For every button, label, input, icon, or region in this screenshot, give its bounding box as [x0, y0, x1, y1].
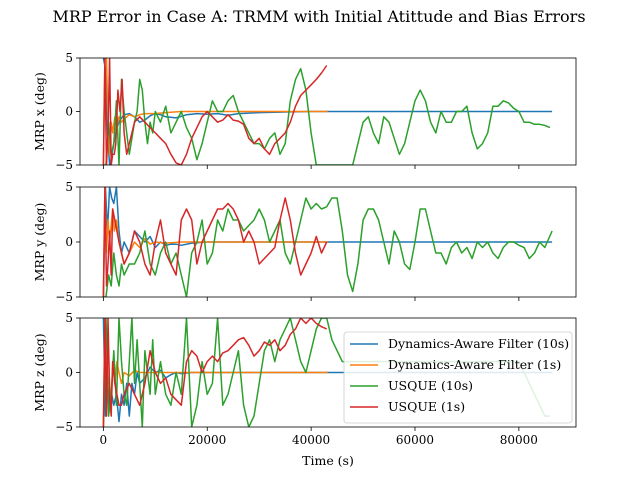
series-line-y-usque-1s	[102, 187, 328, 297]
legend-box	[343, 331, 573, 424]
series-line-z-usque-1s	[102, 318, 327, 427]
x-tick-label: 20000	[188, 433, 226, 447]
legend: Dynamics-Aware Filter (10s) Dynamics-Awar…	[343, 331, 573, 424]
x-tick-label: 60000	[396, 433, 434, 447]
x-tick-label: 80000	[500, 433, 538, 447]
legend-label-dynamics-aware-filter-10s: Dynamics-Aware Filter (10s)	[388, 336, 569, 351]
y-tick-label: −5	[55, 158, 73, 172]
y-axis-label-y: MRP y (deg)	[32, 203, 47, 282]
series-line-y-usque-10s	[103, 197, 553, 297]
y-tick-label: 5	[65, 311, 73, 325]
panel-mrp-x: −5 0 5 MRP x (deg)	[32, 51, 577, 172]
series-line-y-dynamics-aware-filter-10s	[102, 187, 553, 297]
y-tick-label: 5	[65, 180, 73, 194]
y-axis-label-x: MRP x (deg)	[32, 72, 47, 151]
series-line-x-usque-1s	[102, 58, 328, 165]
panel-mrp-z: 0 20000 40000 60000 80000 −5 0 5 MRP z (deg) Ti…	[32, 311, 577, 468]
x-axis-label: Time (s)	[302, 453, 354, 468]
y-tick-label: 5	[65, 51, 73, 65]
y-axis-label-z: MRP z (deg)	[32, 333, 47, 411]
chart-title: MRP Error in Case A: TRMM with Initial A…	[52, 7, 585, 26]
y-tick-label: −5	[55, 290, 73, 304]
x-tick-label: 0	[100, 433, 108, 447]
y-tick-label: −5	[55, 420, 73, 434]
panel-mrp-y: −5 0 5 MRP y (deg)	[32, 180, 577, 304]
y-tick-label: 0	[65, 235, 73, 249]
legend-label-dynamics-aware-filter-1s: Dynamics-Aware Filter (1s)	[388, 357, 561, 372]
legend-label-usque-1s: USQUE (1s)	[388, 399, 465, 414]
legend-label-usque-10s: USQUE (10s)	[388, 378, 473, 393]
y-tick-label: 0	[65, 366, 73, 380]
x-tick-label: 40000	[292, 433, 330, 447]
series-line-x-dynamics-aware-filter-1s	[102, 58, 328, 165]
y-tick-label: 0	[65, 105, 73, 119]
